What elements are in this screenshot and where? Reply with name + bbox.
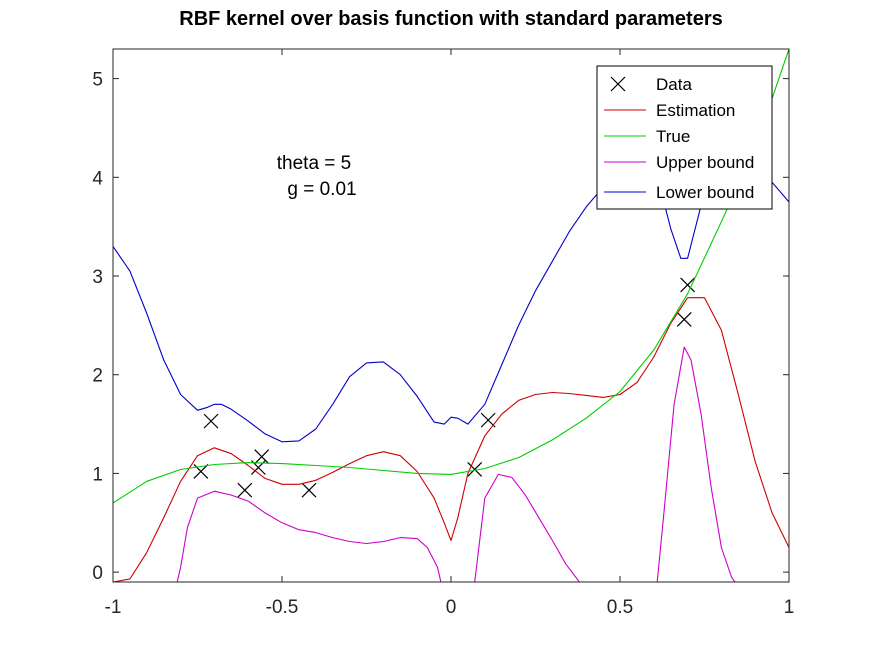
estimation-line [113,297,789,582]
data-point [254,449,270,465]
legend-label-lower-bound: Lower bound [656,183,754,202]
x-tick-label: 0 [446,597,457,618]
data-point [676,312,692,327]
legend-label-estimation: Estimation [656,101,735,120]
axis-ticks: -1 -0.5 0 0.5 1 0 1 2 3 4 5 [92,49,794,618]
x-tick-label: 0.5 [607,597,633,618]
x-tick-label: -0.5 [266,597,299,618]
data-point [467,462,483,477]
annotation-theta: theta = 5 [277,153,351,174]
chart-title: RBF kernel over basis function with stan… [179,8,722,30]
y-tick-label: 3 [92,267,103,288]
legend-label-upper-bound: Upper bound [656,153,754,172]
y-tick-label: 2 [92,366,103,387]
x-tick-label: -1 [105,597,122,618]
annotation-g: g = 0.01 [287,179,356,200]
y-tick-label: 5 [92,70,103,91]
true-line [113,49,789,504]
lower-bound-line [113,147,789,443]
legend: Data Estimation True Upper bound Lower bound [596,65,773,210]
series-layer [113,49,789,582]
legend-marker-data [610,76,626,92]
y-tick-label: 4 [92,168,103,189]
data-point [301,482,317,498]
x-tick-label: 1 [784,597,795,618]
data-point [203,413,219,429]
legend-label-data: Data [656,75,692,94]
data-point [680,277,696,293]
plot-frame [112,48,790,583]
data-point [237,482,253,498]
y-tick-label: 0 [92,563,103,584]
y-tick-label: 1 [92,464,103,485]
legend-box [596,65,773,210]
upper-bound-line [176,346,736,582]
legend-label-true: True [656,127,690,146]
